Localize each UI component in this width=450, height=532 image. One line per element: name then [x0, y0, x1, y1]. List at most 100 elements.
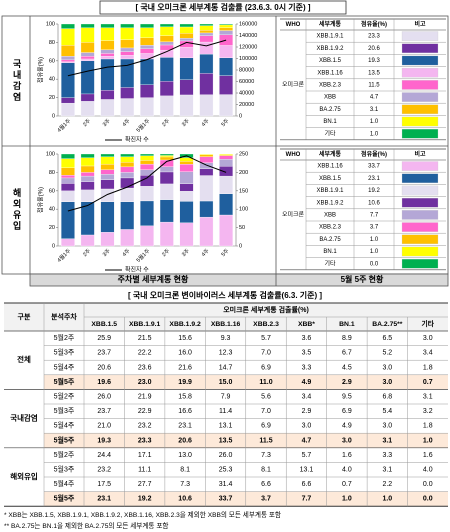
- bar-segment: [80, 60, 95, 95]
- table-cell: 3.1: [423, 394, 433, 401]
- table-cell: 8.1: [261, 467, 271, 474]
- bar-segment: [120, 229, 135, 247]
- x-tick-label: 5월1주: [134, 117, 151, 134]
- bar-segment: [61, 28, 75, 46]
- case-line: [67, 155, 227, 212]
- y2-tick-label: 40000: [239, 90, 254, 96]
- bar-segment: [120, 87, 135, 99]
- bar-segment: [140, 155, 154, 161]
- bar-segment: [120, 47, 135, 52]
- bar-segment: [179, 222, 194, 247]
- table-cell: 21.9: [138, 394, 152, 401]
- x-tick-label: 3주: [101, 117, 112, 128]
- column-header: BN.1: [339, 321, 355, 328]
- share-name: XBB.1.5: [319, 58, 342, 64]
- legend-label: 확진자 수: [125, 136, 149, 144]
- share-who: 오미크론: [282, 210, 305, 218]
- table-cell: 3.4: [423, 350, 433, 357]
- bar-segment: [100, 49, 115, 54]
- y2-tick-label: 80000: [239, 67, 254, 73]
- week-label: 5월2주: [54, 333, 75, 342]
- table-cell: 19.3: [97, 437, 111, 444]
- bar-segment: [100, 179, 115, 190]
- table-cell: 26.0: [219, 452, 233, 459]
- bar-segment: [80, 189, 95, 202]
- table-cell: 6.6: [302, 481, 312, 488]
- bar-segment: [219, 45, 233, 59]
- bar-segment: [80, 52, 95, 57]
- bar-segment: [159, 221, 174, 247]
- table-cell: 3.3: [302, 364, 312, 371]
- side-label: 해외유입: [12, 187, 22, 232]
- bar-segment: [100, 174, 115, 180]
- share-value: 10.6: [368, 200, 380, 206]
- y2-tick-label: 120000: [239, 44, 257, 50]
- bar-segment: [120, 162, 135, 168]
- bar-segment: [120, 55, 135, 60]
- y2-tick-label: 160000: [239, 21, 257, 27]
- bar-segment: [159, 57, 174, 82]
- y-tick-label: 20: [49, 95, 55, 101]
- bar-segment: [179, 164, 194, 172]
- bar-segment: [219, 153, 233, 156]
- bar-segment: [80, 42, 95, 53]
- bar-segment: [100, 201, 115, 233]
- week-label: 5월4주: [54, 479, 75, 488]
- table-header: 구분: [18, 312, 31, 321]
- table-cell: 23.1: [97, 496, 111, 503]
- bar-segment: [61, 45, 75, 57]
- group-label: 국내감염: [10, 413, 38, 423]
- bar-segment: [159, 155, 174, 158]
- page-title: [ 국내 오미크론 세부계통 검출률 (23.6.3. 0시 기준) ]: [135, 2, 310, 12]
- footer-label: 5월 5주 현황: [341, 274, 384, 284]
- bar-segment: [120, 172, 135, 179]
- week-label: 5월5주: [54, 435, 75, 444]
- table-cell: 3.0: [382, 379, 392, 386]
- x-tick-label: 4주: [200, 117, 211, 128]
- bar-segment: [179, 57, 194, 80]
- share-header: 비고: [414, 20, 426, 28]
- y-tick-label: 80: [49, 170, 55, 176]
- footer-band: [29, 273, 449, 287]
- week-label: 5월2주: [54, 450, 75, 459]
- table-cell: 22.2: [138, 350, 152, 357]
- bar-segment: [199, 162, 214, 169]
- table-cell: 6.9: [342, 408, 352, 415]
- bar-segment: [159, 26, 174, 36]
- share-swatch: [401, 197, 439, 208]
- table-cell: 13.1: [300, 467, 314, 474]
- bar-segment: [219, 193, 233, 216]
- bar-segment: [100, 188, 115, 202]
- table-cell: 17.5: [97, 481, 111, 488]
- y2-tick-label: 100: [239, 207, 248, 213]
- bar-segment: [159, 156, 174, 161]
- y2-tick-label: 0: [239, 243, 242, 249]
- bar-segment: [61, 97, 75, 104]
- bar-segment: [80, 58, 95, 61]
- table-cell: 21.5: [138, 335, 152, 342]
- bar-segment: [199, 154, 214, 157]
- table-cell: 4.9: [302, 379, 312, 386]
- y-tick-label: 0: [52, 243, 55, 249]
- bar-segment: [199, 156, 214, 163]
- bar-segment: [179, 201, 194, 223]
- y2-tick-label: 200: [239, 170, 248, 176]
- bar-segment: [140, 186, 154, 202]
- share-header: WHO: [286, 22, 301, 28]
- share-header: 세부계통: [319, 20, 342, 28]
- group-label: 전체: [17, 354, 31, 364]
- week-label: 5월4주: [54, 421, 75, 430]
- bar-segment: [61, 183, 75, 191]
- y-tick-label: 80: [49, 40, 55, 46]
- bar-segment: [61, 238, 75, 247]
- y2-tick-label: 60000: [239, 79, 254, 85]
- bar-segment: [120, 27, 135, 40]
- share-name: XBB.1.5: [319, 176, 342, 182]
- bar-segment: [159, 166, 174, 173]
- table-cell: 12.3: [219, 350, 233, 357]
- bar-segment: [61, 175, 75, 179]
- share-swatch: [401, 128, 439, 139]
- bar-segment: [100, 53, 115, 57]
- y-tick-label: 100: [46, 21, 55, 27]
- bar-segment: [199, 216, 214, 247]
